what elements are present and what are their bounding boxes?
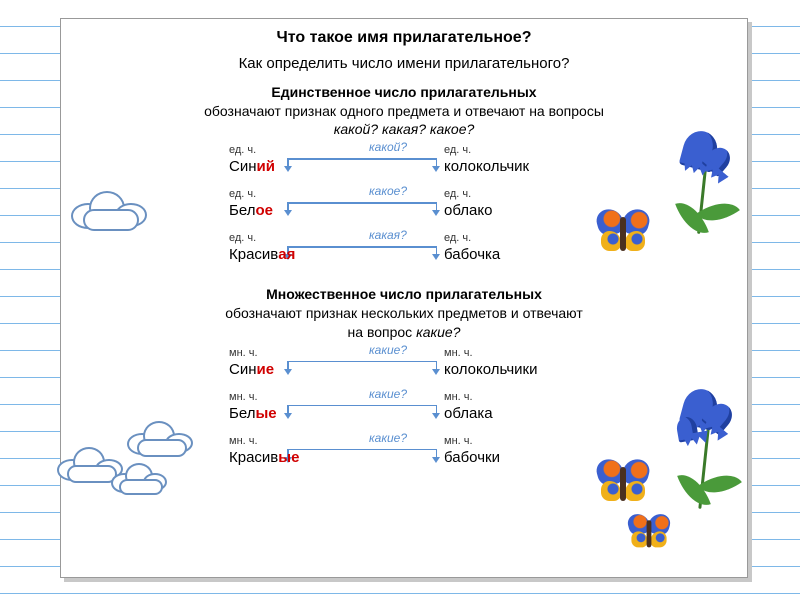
adj-stem: Бел bbox=[229, 405, 255, 422]
number-label: ед. ч. bbox=[444, 188, 471, 200]
question-label: какие? bbox=[369, 387, 407, 401]
bracket-arrow-icon bbox=[287, 198, 437, 208]
plural-block: какие? мн. ч. мн. ч. Синие колокольчики … bbox=[229, 347, 579, 479]
number-label: мн. ч. bbox=[444, 347, 473, 359]
noun-word: облако bbox=[444, 202, 492, 219]
table-row: какие? мн. ч. мн. ч. Синие колокольчики bbox=[229, 347, 579, 391]
noun-word: облака bbox=[444, 405, 493, 422]
cloud-icon bbox=[71, 189, 151, 231]
bracket-arrow-icon bbox=[287, 242, 437, 252]
number-label: мн. ч. bbox=[229, 347, 258, 359]
adj-stem: Красив bbox=[229, 246, 278, 263]
number-label: мн. ч. bbox=[229, 391, 258, 403]
number-label: мн. ч. bbox=[444, 435, 473, 447]
content-panel: Что такое имя прилагательное? Как опреде… bbox=[60, 18, 748, 578]
adjective-word: Белые bbox=[229, 405, 277, 422]
page-subtitle: Как определить число имени прилагательно… bbox=[81, 55, 727, 72]
flower-icon bbox=[673, 389, 743, 499]
number-label: мн. ч. bbox=[229, 435, 258, 447]
adjective-word: Красивая bbox=[229, 246, 295, 263]
bracket-arrow-icon bbox=[287, 357, 437, 367]
question-label: какая? bbox=[369, 228, 407, 242]
bracket-arrow-icon bbox=[287, 445, 437, 455]
adj-ending: ые bbox=[255, 405, 276, 422]
adjective-word: Синие bbox=[229, 361, 274, 378]
noun-word: бабочка bbox=[444, 246, 500, 263]
table-row: какой? ед. ч. ед. ч. Синий колокольчик bbox=[229, 144, 579, 188]
flower-icon bbox=[671, 129, 741, 239]
number-label: ед. ч. bbox=[229, 144, 256, 156]
adj-ending: ая bbox=[278, 246, 295, 263]
noun-word: колокольчик bbox=[444, 158, 529, 175]
number-label: ед. ч. bbox=[444, 232, 471, 244]
question-label: какие? bbox=[369, 431, 407, 445]
bracket-arrow-icon bbox=[287, 401, 437, 411]
adj-ending: ий bbox=[257, 158, 275, 175]
singular-desc-line1: обозначают признак одного предмета и отв… bbox=[204, 103, 604, 119]
butterfly-icon bbox=[627, 514, 672, 552]
singular-desc-line2: какой? какая? какое? bbox=[334, 121, 475, 137]
number-label: ед. ч. bbox=[229, 232, 256, 244]
question-label: какие? bbox=[369, 343, 407, 357]
adjective-word: Белое bbox=[229, 202, 273, 219]
plural-desc-line2b: какие? bbox=[416, 324, 460, 340]
adj-stem: Син bbox=[229, 158, 257, 175]
plural-desc-line2a: на вопрос bbox=[348, 324, 417, 340]
adj-stem: Син bbox=[229, 361, 257, 378]
number-label: ед. ч. bbox=[229, 188, 256, 200]
adj-stem: Красив bbox=[229, 449, 278, 466]
adjective-word: Синий bbox=[229, 158, 275, 175]
bracket-arrow-icon bbox=[287, 154, 437, 164]
number-label: мн. ч. bbox=[444, 391, 473, 403]
adj-ending: ие bbox=[257, 361, 275, 378]
page-title: Что такое имя прилагательное? bbox=[81, 29, 727, 47]
plural-desc: обозначают признак нескольких предметов … bbox=[81, 304, 727, 340]
plural-desc-line1: обозначают признак нескольких предметов … bbox=[225, 305, 583, 321]
table-row: какие? мн. ч. мн. ч. Красивые бабочки bbox=[229, 435, 579, 479]
adj-stem: Бел bbox=[229, 202, 255, 219]
adj-ending: ые bbox=[278, 449, 299, 466]
plural-heading: Множественное число прилагательных bbox=[81, 286, 727, 302]
noun-word: колокольчики bbox=[444, 361, 537, 378]
table-row: какие? мн. ч. мн. ч. Белые облака bbox=[229, 391, 579, 435]
adjective-word: Красивые bbox=[229, 449, 299, 466]
question-label: какое? bbox=[369, 184, 407, 198]
butterfly-icon bbox=[595, 459, 651, 507]
singular-desc: обозначают признак одного предмета и отв… bbox=[81, 102, 727, 138]
adj-ending: ое bbox=[255, 202, 273, 219]
table-row: какая? ед. ч. ед. ч. Красивая бабочка bbox=[229, 232, 579, 276]
singular-block: какой? ед. ч. ед. ч. Синий колокольчик к… bbox=[229, 144, 579, 276]
singular-heading: Единственное число прилагательных bbox=[81, 84, 727, 100]
clouds-icon bbox=[57, 417, 217, 503]
question-label: какой? bbox=[369, 140, 407, 154]
butterfly-icon bbox=[595, 209, 651, 257]
noun-word: бабочки bbox=[444, 449, 500, 466]
table-row: какое? ед. ч. ед. ч. Белое облако bbox=[229, 188, 579, 232]
number-label: ед. ч. bbox=[444, 144, 471, 156]
